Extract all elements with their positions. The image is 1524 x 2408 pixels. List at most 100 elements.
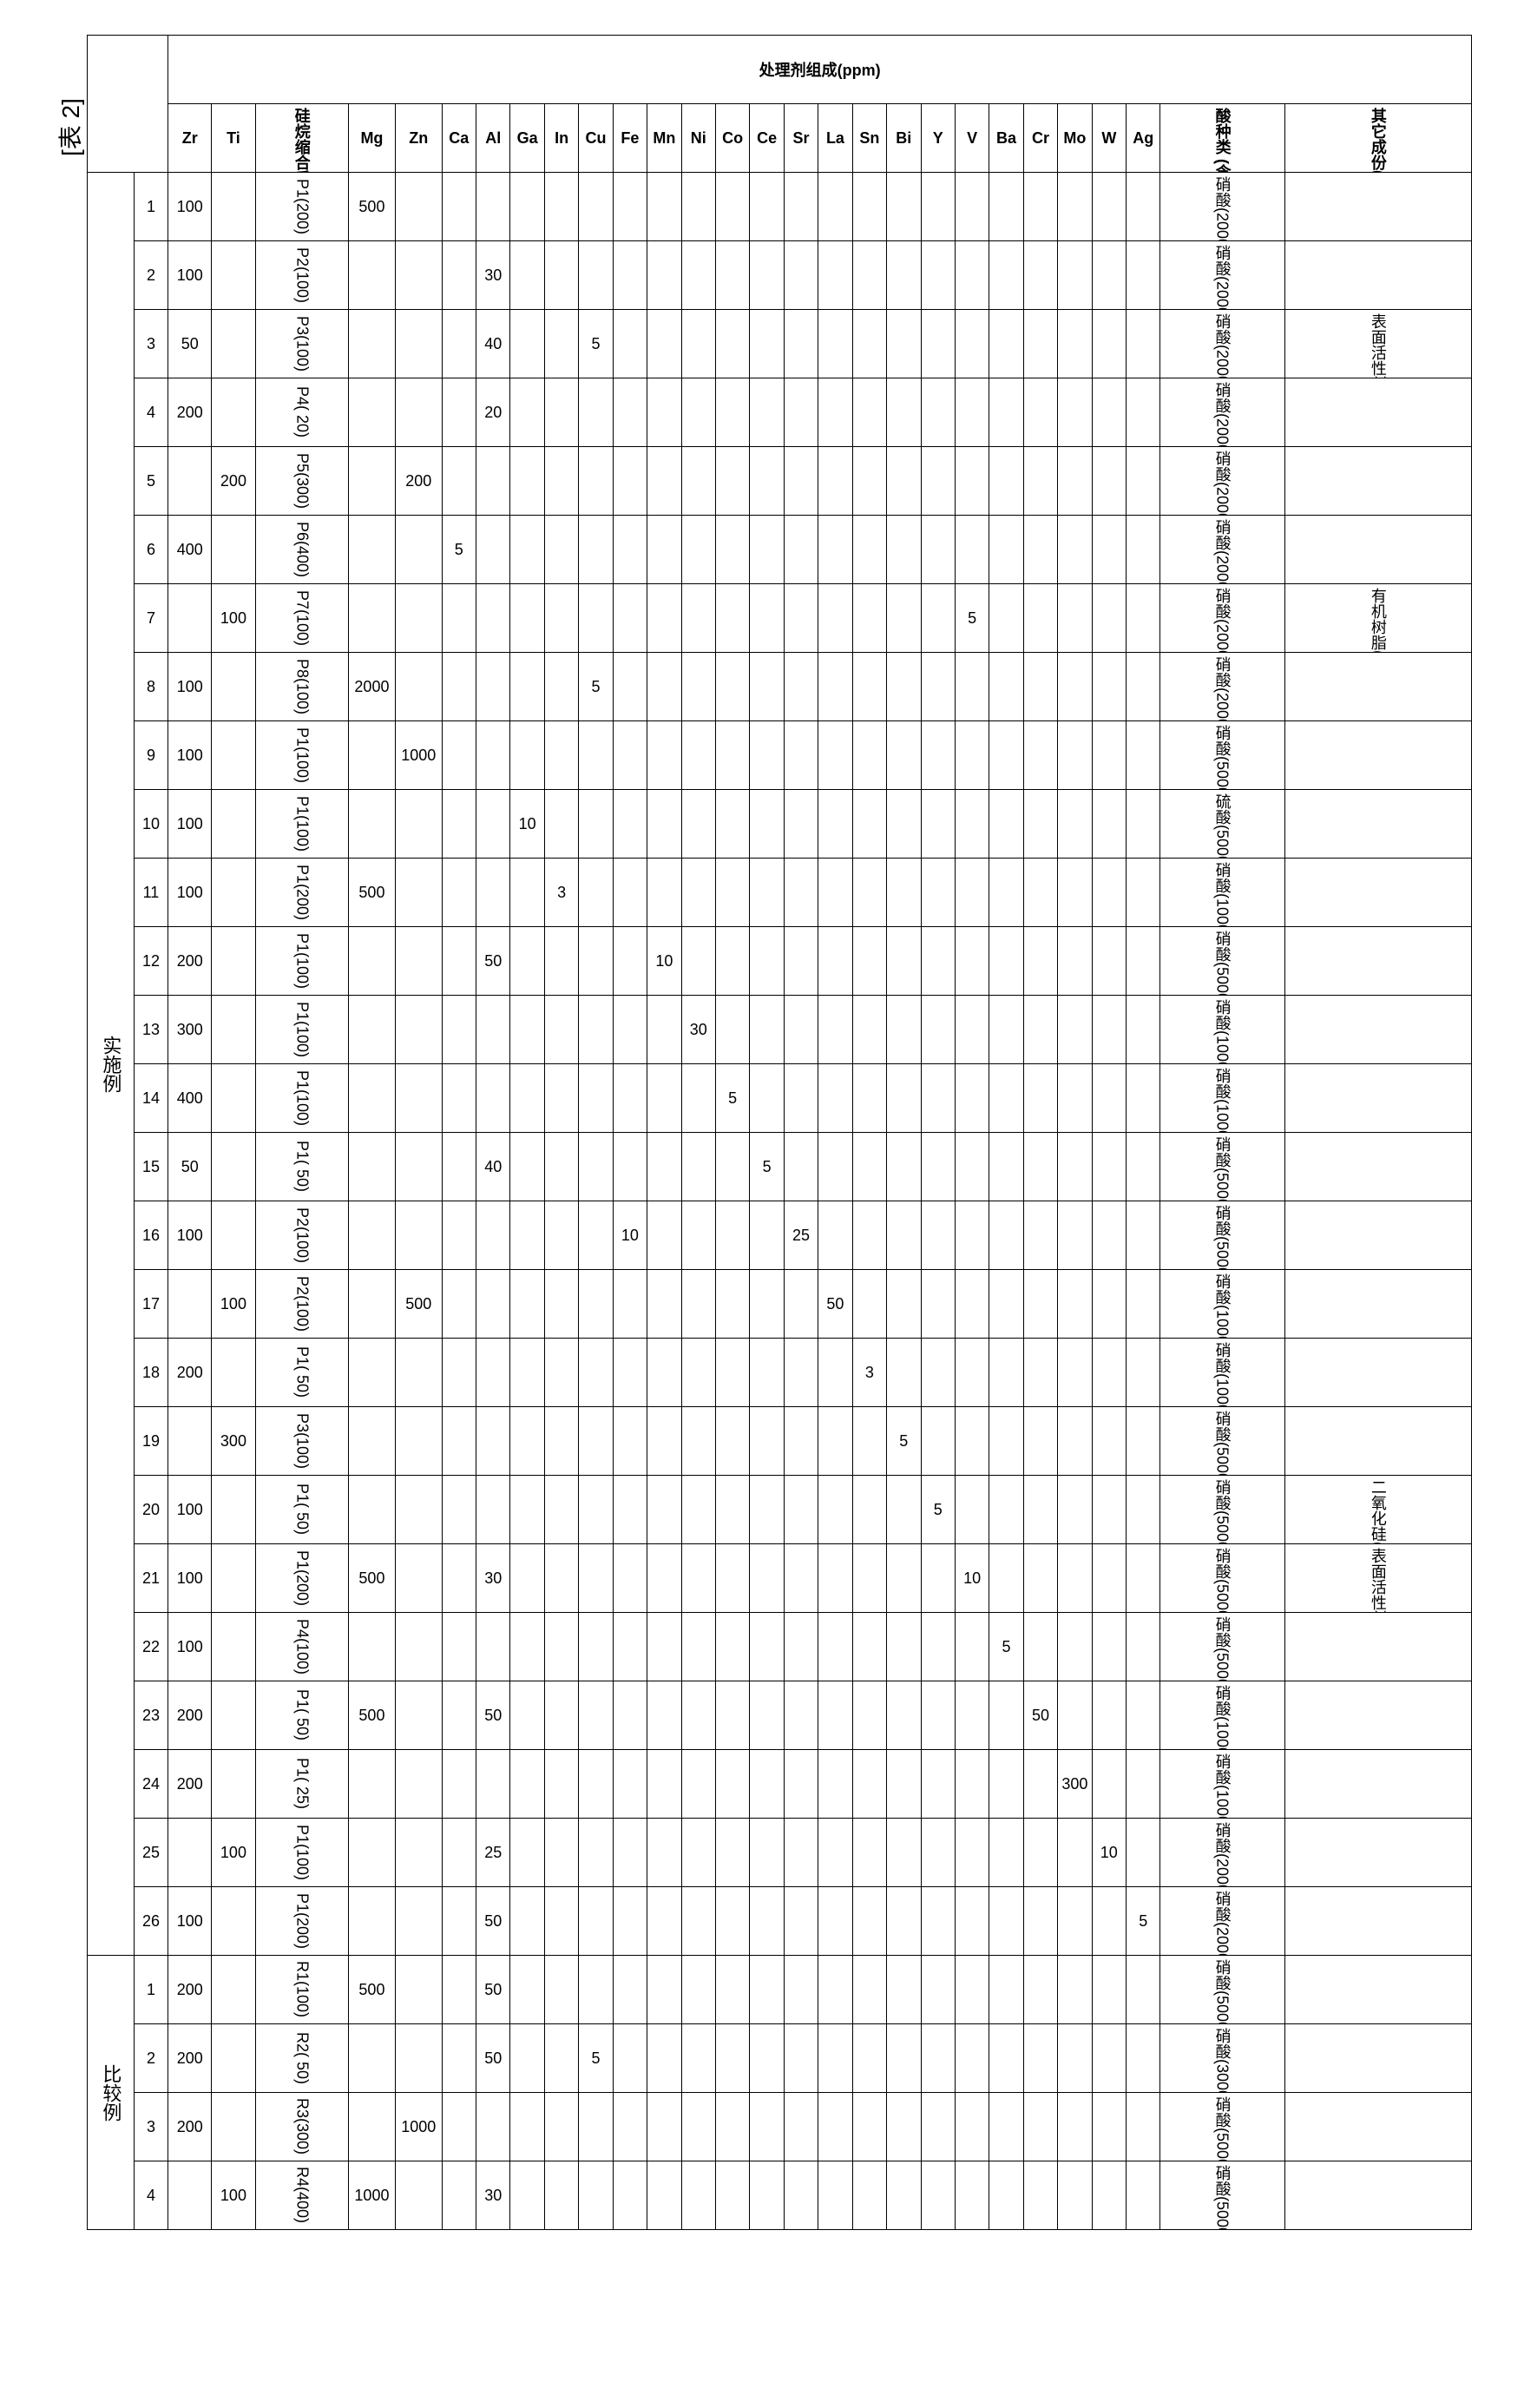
cell-zr: 100 [168, 1201, 212, 1270]
cell-other [1284, 1133, 1471, 1201]
cell-mo [1058, 447, 1092, 516]
cell-cr [1023, 1270, 1057, 1339]
cell-ca [442, 2161, 476, 2230]
cell-ag [1127, 1681, 1160, 1750]
row-number: 25 [134, 1819, 168, 1887]
cell-ca [442, 1476, 476, 1544]
cell-sr [784, 653, 818, 721]
table-body: 实施例1100P1(200)500硝酸(2000)2100P2(100)30硝酸… [88, 173, 1472, 2230]
cell-y [921, 721, 955, 790]
cell-fe [613, 516, 647, 584]
cell-zr: 400 [168, 1064, 212, 1133]
cell-co [715, 1750, 749, 1819]
col-v: V [955, 104, 989, 173]
cell-in [544, 927, 578, 996]
cell-si: P1(200) [255, 859, 349, 927]
cell-co [715, 1270, 749, 1339]
cell-sn [852, 1476, 886, 1544]
cell-sn [852, 1750, 886, 1819]
cell-other [1284, 1064, 1471, 1133]
cell-ti: 100 [212, 584, 255, 653]
cell-y [921, 1407, 955, 1476]
cell-ba [989, 1750, 1023, 1819]
cell-cr [1023, 996, 1057, 1064]
cell-cr [1023, 310, 1057, 378]
col-w: W [1092, 104, 1126, 173]
cell-la [818, 2024, 852, 2093]
cell-ti [212, 1681, 255, 1750]
cell-ce [750, 2161, 784, 2230]
cell-mo [1058, 1819, 1092, 1887]
cell-other [1284, 173, 1471, 241]
cell-ti [212, 1064, 255, 1133]
cell-y [921, 1133, 955, 1201]
cell-ca [442, 721, 476, 790]
cell-zn [395, 1956, 442, 2024]
cell-cu [579, 1887, 613, 1956]
cell-la [818, 1476, 852, 1544]
cell-ce [750, 2024, 784, 2093]
cell-cr [1023, 241, 1057, 310]
cell-mo [1058, 1407, 1092, 1476]
table-row: 12200P1(100)5010硝酸(5000) [88, 927, 1472, 996]
cell-y [921, 1270, 955, 1339]
cell-sr [784, 447, 818, 516]
col-ba: Ba [989, 104, 1023, 173]
cell-cu: 5 [579, 2024, 613, 2093]
cell-sn [852, 378, 886, 447]
cell-co [715, 1407, 749, 1476]
cell-mo [1058, 1544, 1092, 1613]
cell-v [955, 1681, 989, 1750]
cell-sr [784, 859, 818, 927]
cell-ni [681, 447, 715, 516]
row-number: 11 [134, 859, 168, 927]
cell-ce [750, 1476, 784, 1544]
cell-other [1284, 790, 1471, 859]
cell-al [476, 721, 510, 790]
cell-sn [852, 1270, 886, 1339]
cell-ag [1127, 1064, 1160, 1133]
cell-zn [395, 1681, 442, 1750]
cell-sn [852, 1133, 886, 1201]
cell-zn [395, 1544, 442, 1613]
row-number: 1 [134, 1956, 168, 2024]
cell-ca [442, 1407, 476, 1476]
header-row: Zr Ti 硅烷缩合反应物 (含量 ppm) Mg Zn Ca Al Ga In… [88, 104, 1472, 173]
cell-ni [681, 378, 715, 447]
cell-ba [989, 653, 1023, 721]
cell-co [715, 927, 749, 996]
row-number: 4 [134, 2161, 168, 2230]
cell-cr [1023, 447, 1057, 516]
cell-fe [613, 927, 647, 996]
cell-sn [852, 2161, 886, 2230]
cell-bi [887, 1064, 921, 1133]
cell-mn [647, 241, 681, 310]
cell-ba [989, 721, 1023, 790]
table-row: 24200P1( 25)300硝酸(10000) [88, 1750, 1472, 1819]
cell-fe [613, 653, 647, 721]
cell-mg [349, 721, 396, 790]
cell-ag [1127, 447, 1160, 516]
row-number: 18 [134, 1339, 168, 1407]
cell-mn [647, 2161, 681, 2230]
cell-ni [681, 859, 715, 927]
cell-acid: 硝酸(5000) [1160, 1476, 1284, 1544]
cell-zr: 100 [168, 1544, 212, 1613]
cell-ba [989, 1270, 1023, 1339]
cell-si: P1( 50) [255, 1339, 349, 1407]
cell-w [1092, 1956, 1126, 2024]
cell-bi [887, 859, 921, 927]
cell-ga [510, 996, 544, 1064]
cell-la [818, 447, 852, 516]
cell-si: P2(100) [255, 1270, 349, 1339]
cell-ti [212, 516, 255, 584]
cell-other [1284, 1270, 1471, 1339]
cell-al [476, 996, 510, 1064]
cell-zr: 100 [168, 790, 212, 859]
cell-ca [442, 2093, 476, 2161]
cell-ca [442, 378, 476, 447]
cell-mn [647, 378, 681, 447]
cell-v [955, 1819, 989, 1887]
cell-al [476, 1613, 510, 1681]
cell-ti: 100 [212, 1819, 255, 1887]
